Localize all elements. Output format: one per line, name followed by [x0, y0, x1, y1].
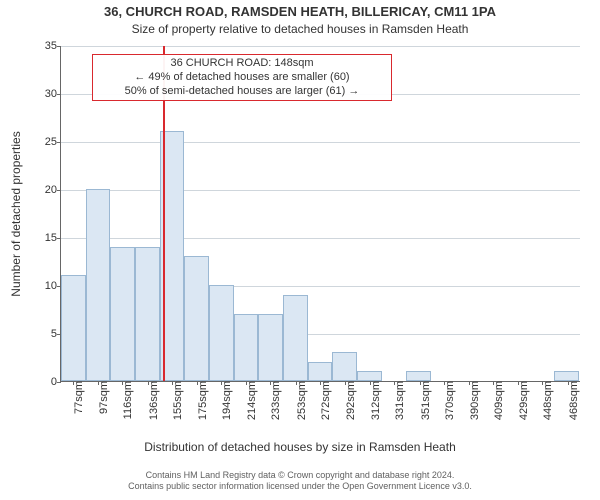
attribution-line-2: Contains public sector information licen… — [0, 481, 600, 492]
gridline — [61, 238, 580, 239]
x-tick-label: 331sqm — [390, 381, 406, 420]
histogram-bar — [357, 371, 382, 381]
x-tick-label: 77sqm — [69, 381, 85, 414]
x-tick-label: 155sqm — [168, 381, 184, 420]
histogram-bar — [308, 362, 333, 381]
histogram-bar — [135, 247, 160, 381]
x-tick-label: 370sqm — [440, 381, 456, 420]
histogram-bar — [86, 189, 111, 381]
x-tick-label: 253sqm — [292, 381, 308, 420]
x-tick-label: 351sqm — [416, 381, 432, 420]
x-tick-label: 312sqm — [366, 381, 382, 420]
chart-container: { "chart": { "type": "histogram", "title… — [0, 0, 600, 500]
x-tick-label: 292sqm — [341, 381, 357, 420]
x-tick-label: 448sqm — [538, 381, 554, 420]
histogram-bar — [258, 314, 283, 381]
x-tick-label: 390sqm — [465, 381, 481, 420]
x-tick-label: 116sqm — [118, 381, 134, 419]
x-tick-label: 233sqm — [266, 381, 282, 420]
histogram-bar — [61, 275, 86, 381]
histogram-bar — [554, 371, 579, 381]
histogram-bar — [110, 247, 135, 381]
gridline — [61, 190, 580, 191]
y-tick-label: 10 — [45, 280, 61, 292]
y-tick-label: 30 — [45, 88, 61, 100]
y-tick-label: 20 — [45, 184, 61, 196]
x-tick-label: 175sqm — [193, 381, 209, 420]
histogram-bar — [234, 314, 259, 381]
callout-line-2: ← 49% of detached houses are smaller (60… — [99, 71, 385, 85]
x-tick-label: 272sqm — [316, 381, 332, 420]
x-tick-label: 468sqm — [564, 381, 580, 420]
histogram-bar — [184, 256, 209, 381]
y-axis-label: Number of detached properties — [9, 131, 23, 296]
y-tick-label: 35 — [45, 40, 61, 52]
gridline — [61, 142, 580, 143]
y-tick-label: 15 — [45, 232, 61, 244]
callout-box: 36 CHURCH ROAD: 148sqm ← 49% of detached… — [92, 54, 392, 101]
attribution-line-1: Contains HM Land Registry data © Crown c… — [0, 470, 600, 481]
x-tick-label: 136sqm — [144, 381, 160, 420]
x-tick-label: 194sqm — [217, 381, 233, 420]
histogram-bar — [209, 285, 234, 381]
chart-title: 36, CHURCH ROAD, RAMSDEN HEATH, BILLERIC… — [0, 4, 600, 19]
y-tick-label: 0 — [51, 376, 61, 388]
histogram-bar — [406, 371, 431, 381]
histogram-bar — [332, 352, 357, 381]
histogram-bar — [283, 295, 308, 381]
callout-line-3: 50% of semi-detached houses are larger (… — [99, 85, 385, 99]
y-tick-label: 25 — [45, 136, 61, 148]
gridline — [61, 46, 580, 47]
attribution: Contains HM Land Registry data © Crown c… — [0, 470, 600, 493]
x-axis-label: Distribution of detached houses by size … — [0, 440, 600, 454]
x-tick-label: 214sqm — [242, 381, 258, 420]
x-tick-label: 429sqm — [514, 381, 530, 420]
y-tick-label: 5 — [51, 328, 61, 340]
x-tick-label: 97sqm — [94, 381, 110, 414]
x-tick-label: 409sqm — [489, 381, 505, 420]
callout-line-1: 36 CHURCH ROAD: 148sqm — [99, 57, 385, 71]
chart-subtitle: Size of property relative to detached ho… — [0, 22, 600, 36]
